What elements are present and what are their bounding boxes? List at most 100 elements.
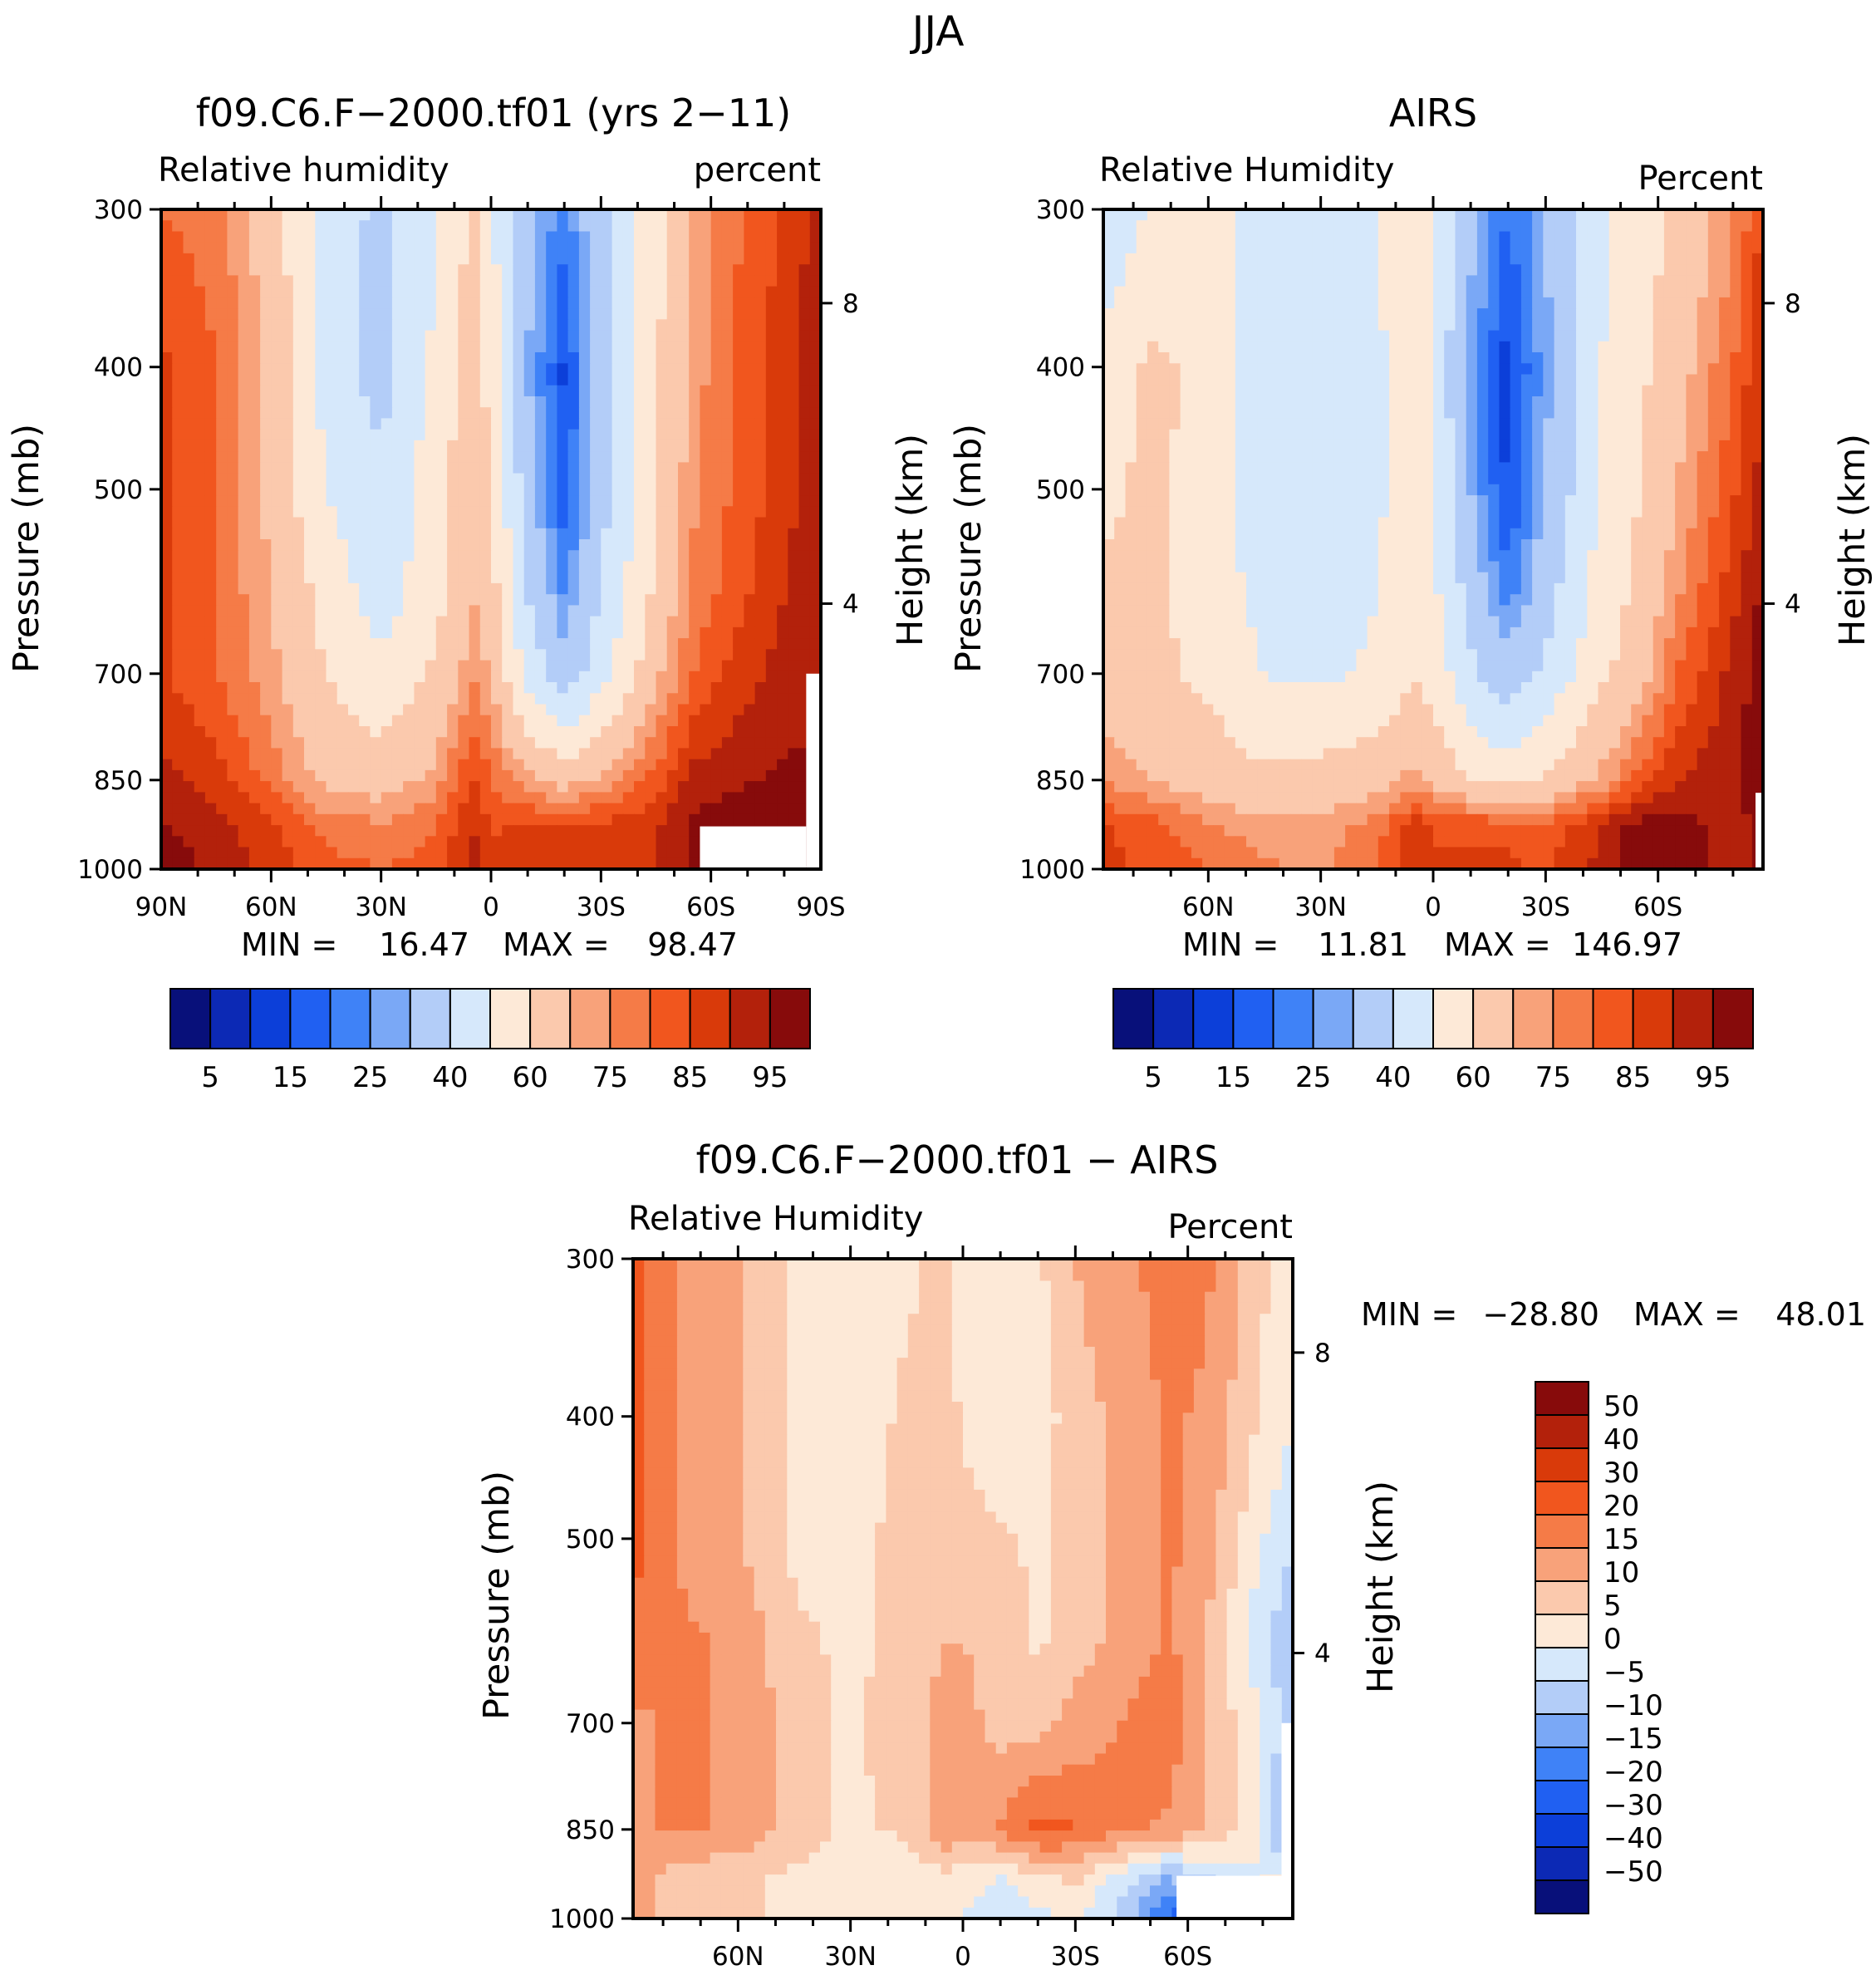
- obs-contour-cell: [1114, 440, 1126, 452]
- model-contour-cell: [304, 583, 316, 595]
- obs-contour-cell: [1576, 232, 1588, 243]
- obs-contour-cell: [1279, 297, 1291, 309]
- obs-contour-cell: [1345, 243, 1357, 254]
- model-contour-cell: [799, 319, 811, 331]
- model-contour-cell: [205, 264, 217, 276]
- model-contour-cell: [370, 748, 381, 759]
- obs-contour-cell: [1631, 418, 1643, 430]
- model-contour-cell: [645, 583, 656, 595]
- model-contour-cell: [755, 726, 767, 738]
- model-contour-cell: [172, 264, 184, 276]
- obs-contour-cell: [1202, 331, 1214, 342]
- model-contour-cell: [403, 462, 415, 474]
- model-contour-cell: [656, 243, 668, 254]
- obs-contour-cell: [1158, 430, 1170, 441]
- model-contour-cell: [227, 715, 238, 727]
- model-contour-cell: [458, 352, 469, 364]
- model-contour-cell: [601, 407, 612, 419]
- model-contour-cell: [161, 430, 173, 441]
- model-contour-cell: [579, 737, 591, 749]
- model-contour-cell: [524, 803, 536, 815]
- model-contour-cell: [392, 275, 404, 287]
- model-contour-cell: [568, 748, 580, 759]
- model-contour-cell: [458, 407, 469, 419]
- model-contour-cell: [205, 649, 217, 661]
- obs-contour-cell: [1147, 363, 1159, 375]
- model-contour-cell: [744, 814, 755, 826]
- obs-contour-cell: [1324, 352, 1335, 364]
- model-contour-cell: [161, 407, 173, 419]
- obs-contour-cell: [1422, 341, 1434, 353]
- model-contour-cell: [700, 693, 711, 705]
- model-contour-cell: [161, 550, 173, 562]
- model-contour-cell: [327, 375, 338, 386]
- model-contour-cell: [425, 319, 437, 331]
- obs-contour-cell: [1202, 253, 1214, 265]
- obs-contour-cell: [1521, 430, 1533, 441]
- obs-contour-cell: [1290, 430, 1302, 441]
- obs-contour-cell: [1499, 275, 1510, 287]
- model-contour-cell: [271, 341, 282, 353]
- model-contour-cell: [656, 770, 668, 782]
- obs-contour-cell: [1532, 319, 1544, 331]
- model-contour-cell: [480, 331, 492, 342]
- obs-contour-cell: [1368, 243, 1379, 254]
- model-contour-cell: [184, 264, 195, 276]
- model-contour-cell: [667, 474, 679, 485]
- obs-contour-cell: [1510, 375, 1522, 386]
- model-contour-cell: [392, 308, 404, 320]
- obs-contour-cell: [1334, 287, 1346, 298]
- model-contour-cell: [601, 418, 612, 430]
- obs-contour-cell: [1191, 375, 1203, 386]
- model-contour-cell: [370, 341, 381, 353]
- model-contour-cell: [524, 705, 536, 716]
- model-contour-cell: [260, 363, 272, 375]
- model-contour-cell: [513, 331, 525, 342]
- model-contour-cell: [667, 583, 679, 595]
- model-contour-cell: [601, 495, 612, 507]
- model-contour-cell: [755, 617, 767, 628]
- obs-contour-cell: [1488, 232, 1500, 243]
- obs-contour-cell: [1686, 418, 1697, 430]
- obs-contour-cell: [1191, 275, 1203, 287]
- obs-contour-cell: [1576, 243, 1588, 254]
- obs-contour-cell: [1235, 209, 1247, 221]
- model-contour-cell: [392, 594, 404, 606]
- model-contour-cell: [491, 209, 503, 221]
- model-contour-cell: [711, 693, 723, 705]
- model-contour-cell: [161, 275, 173, 287]
- model-contour-cell: [711, 275, 723, 287]
- obs-contour-cell: [1587, 352, 1599, 364]
- model-contour-cell: [161, 253, 173, 265]
- obs-contour-cell: [1741, 375, 1753, 386]
- model-contour-cell: [502, 836, 513, 848]
- model-contour-cell: [524, 638, 536, 650]
- model-contour-cell: [656, 528, 668, 540]
- obs-contour-cell: [1181, 319, 1192, 331]
- model-contour-cell: [337, 287, 349, 298]
- model-contour-cell: [590, 451, 602, 463]
- model-contour-cell: [370, 220, 381, 232]
- model-contour-cell: [381, 550, 393, 562]
- model-contour-cell: [337, 232, 349, 243]
- model-contour-cell: [184, 319, 195, 331]
- obs-contour-cell: [1345, 297, 1357, 309]
- model-contour-cell: [733, 737, 744, 749]
- model-contour-cell: [216, 363, 228, 375]
- model-contour-cell: [392, 331, 404, 342]
- obs-contour-cell: [1269, 341, 1280, 353]
- model-contour-cell: [370, 825, 381, 837]
- model-contour-cell: [403, 430, 415, 441]
- model-contour-cell: [777, 308, 788, 320]
- model-contour-cell: [381, 759, 393, 771]
- model-contour-cell: [601, 297, 612, 309]
- model-contour-cell: [381, 495, 393, 507]
- model-contour-cell: [766, 474, 778, 485]
- model-contour-cell: [711, 539, 723, 551]
- model-contour-cell: [403, 209, 415, 221]
- obs-contour-cell: [1389, 386, 1401, 397]
- model-contour-cell: [755, 638, 767, 650]
- obs-contour-cell: [1356, 396, 1368, 408]
- obs-contour-cell: [1147, 418, 1159, 430]
- model-contour-cell: [327, 726, 338, 738]
